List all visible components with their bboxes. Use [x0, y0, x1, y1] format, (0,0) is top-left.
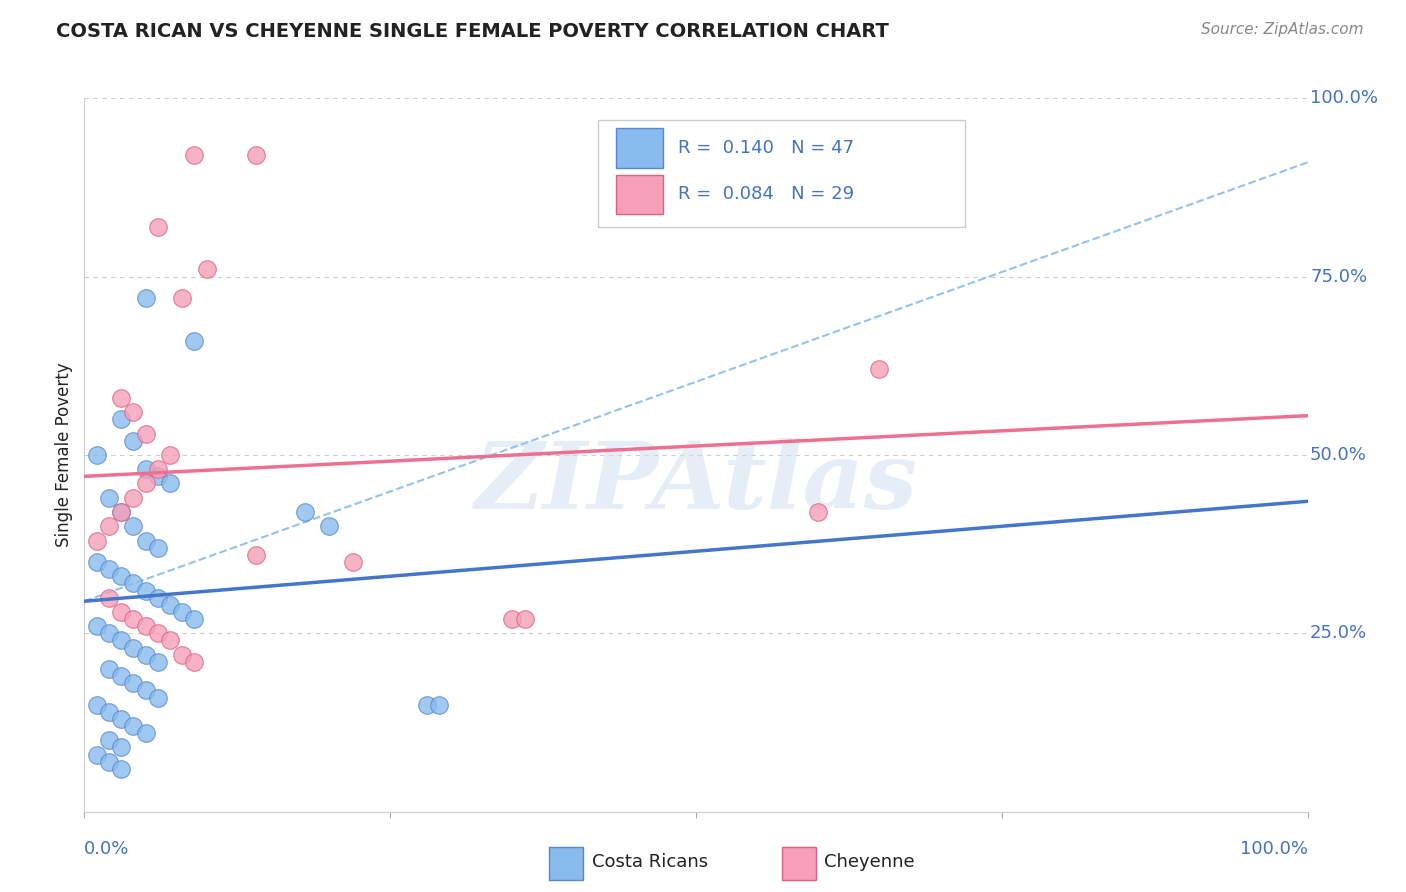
Point — [159, 476, 181, 491]
Text: Source: ZipAtlas.com: Source: ZipAtlas.com — [1201, 22, 1364, 37]
Point — [342, 555, 364, 569]
Point — [122, 405, 145, 419]
Point — [110, 391, 132, 405]
Point — [245, 548, 267, 562]
Point — [97, 626, 120, 640]
Text: 100.0%: 100.0% — [1310, 89, 1378, 107]
Point — [135, 619, 157, 633]
Point — [97, 733, 120, 747]
Y-axis label: Single Female Poverty: Single Female Poverty — [55, 363, 73, 547]
Point — [416, 698, 439, 712]
Point — [146, 690, 169, 705]
Point — [501, 612, 523, 626]
Bar — [598, 120, 965, 227]
Bar — [616, 175, 664, 214]
Point — [135, 291, 157, 305]
Point — [86, 747, 108, 762]
Point — [183, 612, 205, 626]
Point — [110, 569, 132, 583]
Point — [122, 676, 145, 690]
Point — [513, 612, 536, 626]
Point — [122, 576, 145, 591]
Point — [97, 491, 120, 505]
Text: 100.0%: 100.0% — [1240, 840, 1308, 858]
Text: ZIPAtlas: ZIPAtlas — [474, 439, 918, 528]
Point — [159, 633, 181, 648]
Bar — [782, 847, 815, 880]
Bar — [616, 128, 664, 168]
Point — [97, 562, 120, 576]
Point — [195, 262, 218, 277]
Point — [294, 505, 316, 519]
Point — [86, 698, 108, 712]
Point — [135, 533, 157, 548]
Point — [110, 605, 132, 619]
Point — [110, 762, 132, 776]
Point — [159, 598, 181, 612]
Point — [97, 519, 120, 533]
Point — [110, 669, 132, 683]
Point — [135, 583, 157, 598]
Bar — [550, 847, 583, 880]
Text: R =  0.140   N = 47: R = 0.140 N = 47 — [678, 139, 853, 157]
Text: Costa Ricans: Costa Ricans — [592, 853, 709, 871]
Point — [172, 605, 194, 619]
Point — [172, 291, 194, 305]
Point — [146, 462, 169, 476]
Point — [122, 612, 145, 626]
Point — [427, 698, 450, 712]
Point — [135, 648, 157, 662]
Point — [146, 469, 169, 483]
Point — [110, 412, 132, 426]
Point — [135, 462, 157, 476]
Point — [86, 619, 108, 633]
Point — [135, 683, 157, 698]
Point — [110, 505, 132, 519]
Text: 0.0%: 0.0% — [84, 840, 129, 858]
Point — [146, 655, 169, 669]
Text: 25.0%: 25.0% — [1310, 624, 1367, 642]
Point — [183, 655, 205, 669]
Text: COSTA RICAN VS CHEYENNE SINGLE FEMALE POVERTY CORRELATION CHART: COSTA RICAN VS CHEYENNE SINGLE FEMALE PO… — [56, 22, 889, 41]
Point — [97, 755, 120, 769]
Point — [110, 712, 132, 726]
Point — [97, 662, 120, 676]
Point — [86, 533, 108, 548]
Point — [807, 505, 830, 519]
Point — [122, 719, 145, 733]
Point — [122, 491, 145, 505]
Point — [135, 476, 157, 491]
Point — [135, 726, 157, 740]
Point — [159, 448, 181, 462]
Point — [110, 633, 132, 648]
Point — [869, 362, 891, 376]
Point — [135, 426, 157, 441]
Point — [146, 626, 169, 640]
Point — [183, 334, 205, 348]
Point — [110, 505, 132, 519]
Point — [146, 591, 169, 605]
Point — [110, 740, 132, 755]
Text: R =  0.084   N = 29: R = 0.084 N = 29 — [678, 186, 853, 203]
Point — [97, 591, 120, 605]
Point — [318, 519, 340, 533]
Point — [97, 705, 120, 719]
Point — [146, 541, 169, 555]
Point — [183, 148, 205, 162]
Point — [245, 148, 267, 162]
Point — [122, 434, 145, 448]
Point — [86, 555, 108, 569]
Point — [172, 648, 194, 662]
Text: 50.0%: 50.0% — [1310, 446, 1367, 464]
Point — [146, 219, 169, 234]
Point — [86, 448, 108, 462]
Point — [122, 640, 145, 655]
Text: Cheyenne: Cheyenne — [824, 853, 915, 871]
Point — [122, 519, 145, 533]
Text: 75.0%: 75.0% — [1310, 268, 1367, 285]
